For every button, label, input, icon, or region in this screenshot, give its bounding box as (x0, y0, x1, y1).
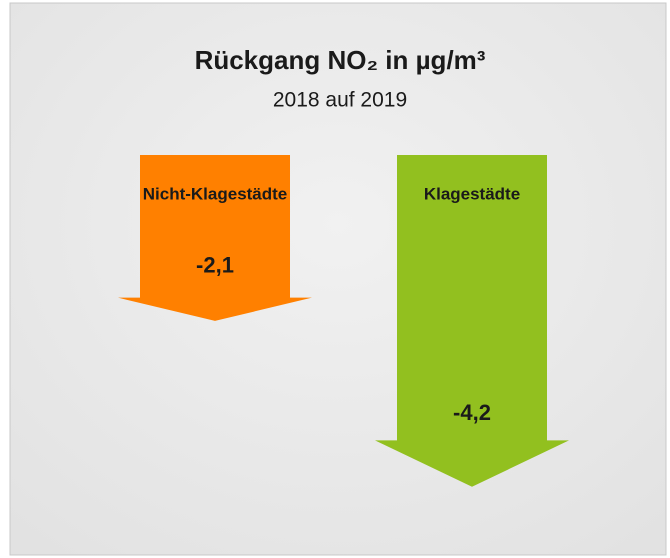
panel (9, 2, 667, 556)
value-label: -4,2 (453, 400, 491, 425)
chart-title: Rückgang NO₂ in µg/m³ (195, 45, 486, 75)
category-label: Nicht-Klagestädte (143, 184, 288, 203)
arrow (375, 155, 569, 487)
category-label: Klagestädte (424, 184, 520, 203)
chart-subtitle: 2018 auf 2019 (273, 89, 407, 112)
value-label: -2,1 (196, 252, 234, 277)
arrow (118, 155, 312, 321)
